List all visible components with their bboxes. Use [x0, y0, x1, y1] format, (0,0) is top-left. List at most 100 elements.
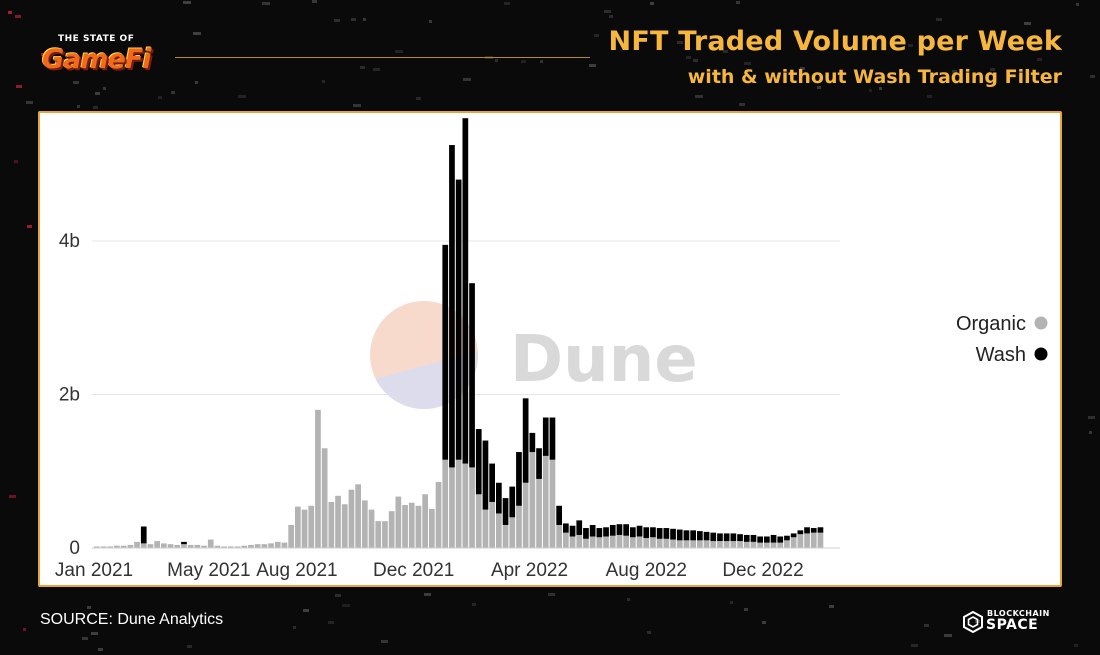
background-pixel [416, 97, 421, 100]
bar-wash [556, 505, 562, 525]
bar-wash [690, 530, 696, 541]
watermark-text: Dune [510, 323, 698, 397]
bar-organic [697, 540, 703, 548]
bar-organic [757, 542, 763, 548]
bar-wash [784, 535, 790, 541]
bar-organic [94, 546, 100, 548]
background-pixel [927, 95, 932, 98]
bar-wash [502, 498, 509, 525]
bar-organic [442, 459, 449, 548]
x-axis: Jan 2021 May 2021 Aug 2021 Dec 2021 Apr 2022… [55, 560, 804, 581]
legend-label: Wash [976, 344, 1026, 366]
bar-organic [207, 539, 214, 548]
bar-organic [368, 509, 375, 549]
background-pixel [373, 68, 380, 71]
bar-organic [717, 541, 723, 548]
bar-organic [596, 537, 603, 548]
bar-wash [710, 532, 717, 542]
bar-organic [328, 501, 335, 548]
background-pixel [1090, 75, 1095, 78]
background-pixel [381, 640, 388, 643]
title-divider [175, 57, 590, 58]
bar-organic [810, 532, 817, 548]
bar-organic [321, 448, 328, 548]
bar-organic [395, 496, 402, 548]
bar-wash [757, 536, 763, 543]
background-pixel [693, 59, 698, 62]
legend: Organic Wash [956, 313, 1048, 366]
bar-organic [422, 494, 428, 548]
bar-wash [737, 534, 743, 542]
bar-organic [723, 541, 730, 548]
bar-wash [583, 528, 589, 539]
bar-wash [475, 429, 482, 495]
background-pixel [463, 78, 471, 81]
dune-watermark: Dune [370, 301, 698, 409]
background-pixel [195, 81, 198, 84]
background-pixel [27, 225, 32, 228]
bar-organic [274, 541, 281, 548]
bar-wash [750, 534, 757, 542]
bar-wash [777, 536, 784, 543]
bar-organic [455, 459, 462, 548]
bar-organic [335, 495, 341, 548]
background-pixel [312, 0, 317, 3]
bar-organic [690, 540, 696, 548]
bar-organic [114, 545, 120, 548]
background-pixel [342, 604, 350, 607]
bar-wash [717, 533, 723, 542]
the-state-of-gamefi-logo: THE STATE OF GameFi [40, 32, 160, 80]
background-pixel [730, 601, 733, 604]
background-pixel [548, 593, 555, 596]
background-pixel [183, 1, 191, 4]
bar-organic [415, 505, 422, 548]
bar-organic [341, 504, 348, 548]
bar-wash [703, 531, 710, 541]
background-pixel [98, 648, 103, 651]
bar-organic [750, 541, 757, 548]
bar-organic [710, 541, 717, 548]
bar-organic [147, 544, 154, 548]
background-pixel [936, 18, 942, 21]
hexagon-icon [963, 611, 983, 633]
bar-wash [656, 528, 663, 539]
background-pixel [472, 603, 476, 606]
background-pixel [762, 621, 766, 624]
background-pixel [41, 53, 47, 56]
bar-organic [295, 506, 301, 549]
bar-wash [810, 528, 817, 533]
bar-organic [268, 543, 274, 548]
blockchain-space-logo: BLOCKCHAIN SPACE [963, 609, 1063, 635]
background-pixel [911, 644, 918, 647]
bar-organic [100, 546, 107, 548]
background-pixel [744, 608, 748, 611]
chart-panel: Dune Jan 2021 May 2021 Aug 2021 Dec 2021 Apr… [38, 111, 1062, 587]
background-pixel [238, 95, 246, 98]
bar-organic [636, 536, 643, 548]
y-axis: 0 2b 4b [59, 231, 80, 559]
background-pixel [26, 101, 33, 104]
bar-organic [603, 536, 609, 548]
background-pixel [87, 606, 91, 609]
bar-organic [770, 542, 777, 548]
bar-organic [616, 534, 623, 548]
bar-wash [623, 524, 629, 536]
background-pixel [103, 87, 106, 90]
background-pixel [677, 41, 683, 44]
bar-organic [315, 409, 321, 548]
bar-organic [174, 544, 181, 548]
bar-organic [683, 540, 690, 548]
bar-wash [790, 533, 797, 538]
bar-wash [616, 524, 623, 535]
bar-organic [127, 544, 134, 548]
bar-organic [569, 536, 576, 548]
bar-organic [214, 545, 221, 548]
background-pixel [335, 594, 341, 597]
bar-organic [737, 541, 743, 548]
background-pixel [504, 2, 510, 5]
background-pixel [869, 89, 872, 92]
bar-organic [181, 544, 187, 548]
bar-organic [228, 546, 234, 548]
bar-wash [536, 448, 542, 479]
bar-organic [355, 484, 361, 548]
